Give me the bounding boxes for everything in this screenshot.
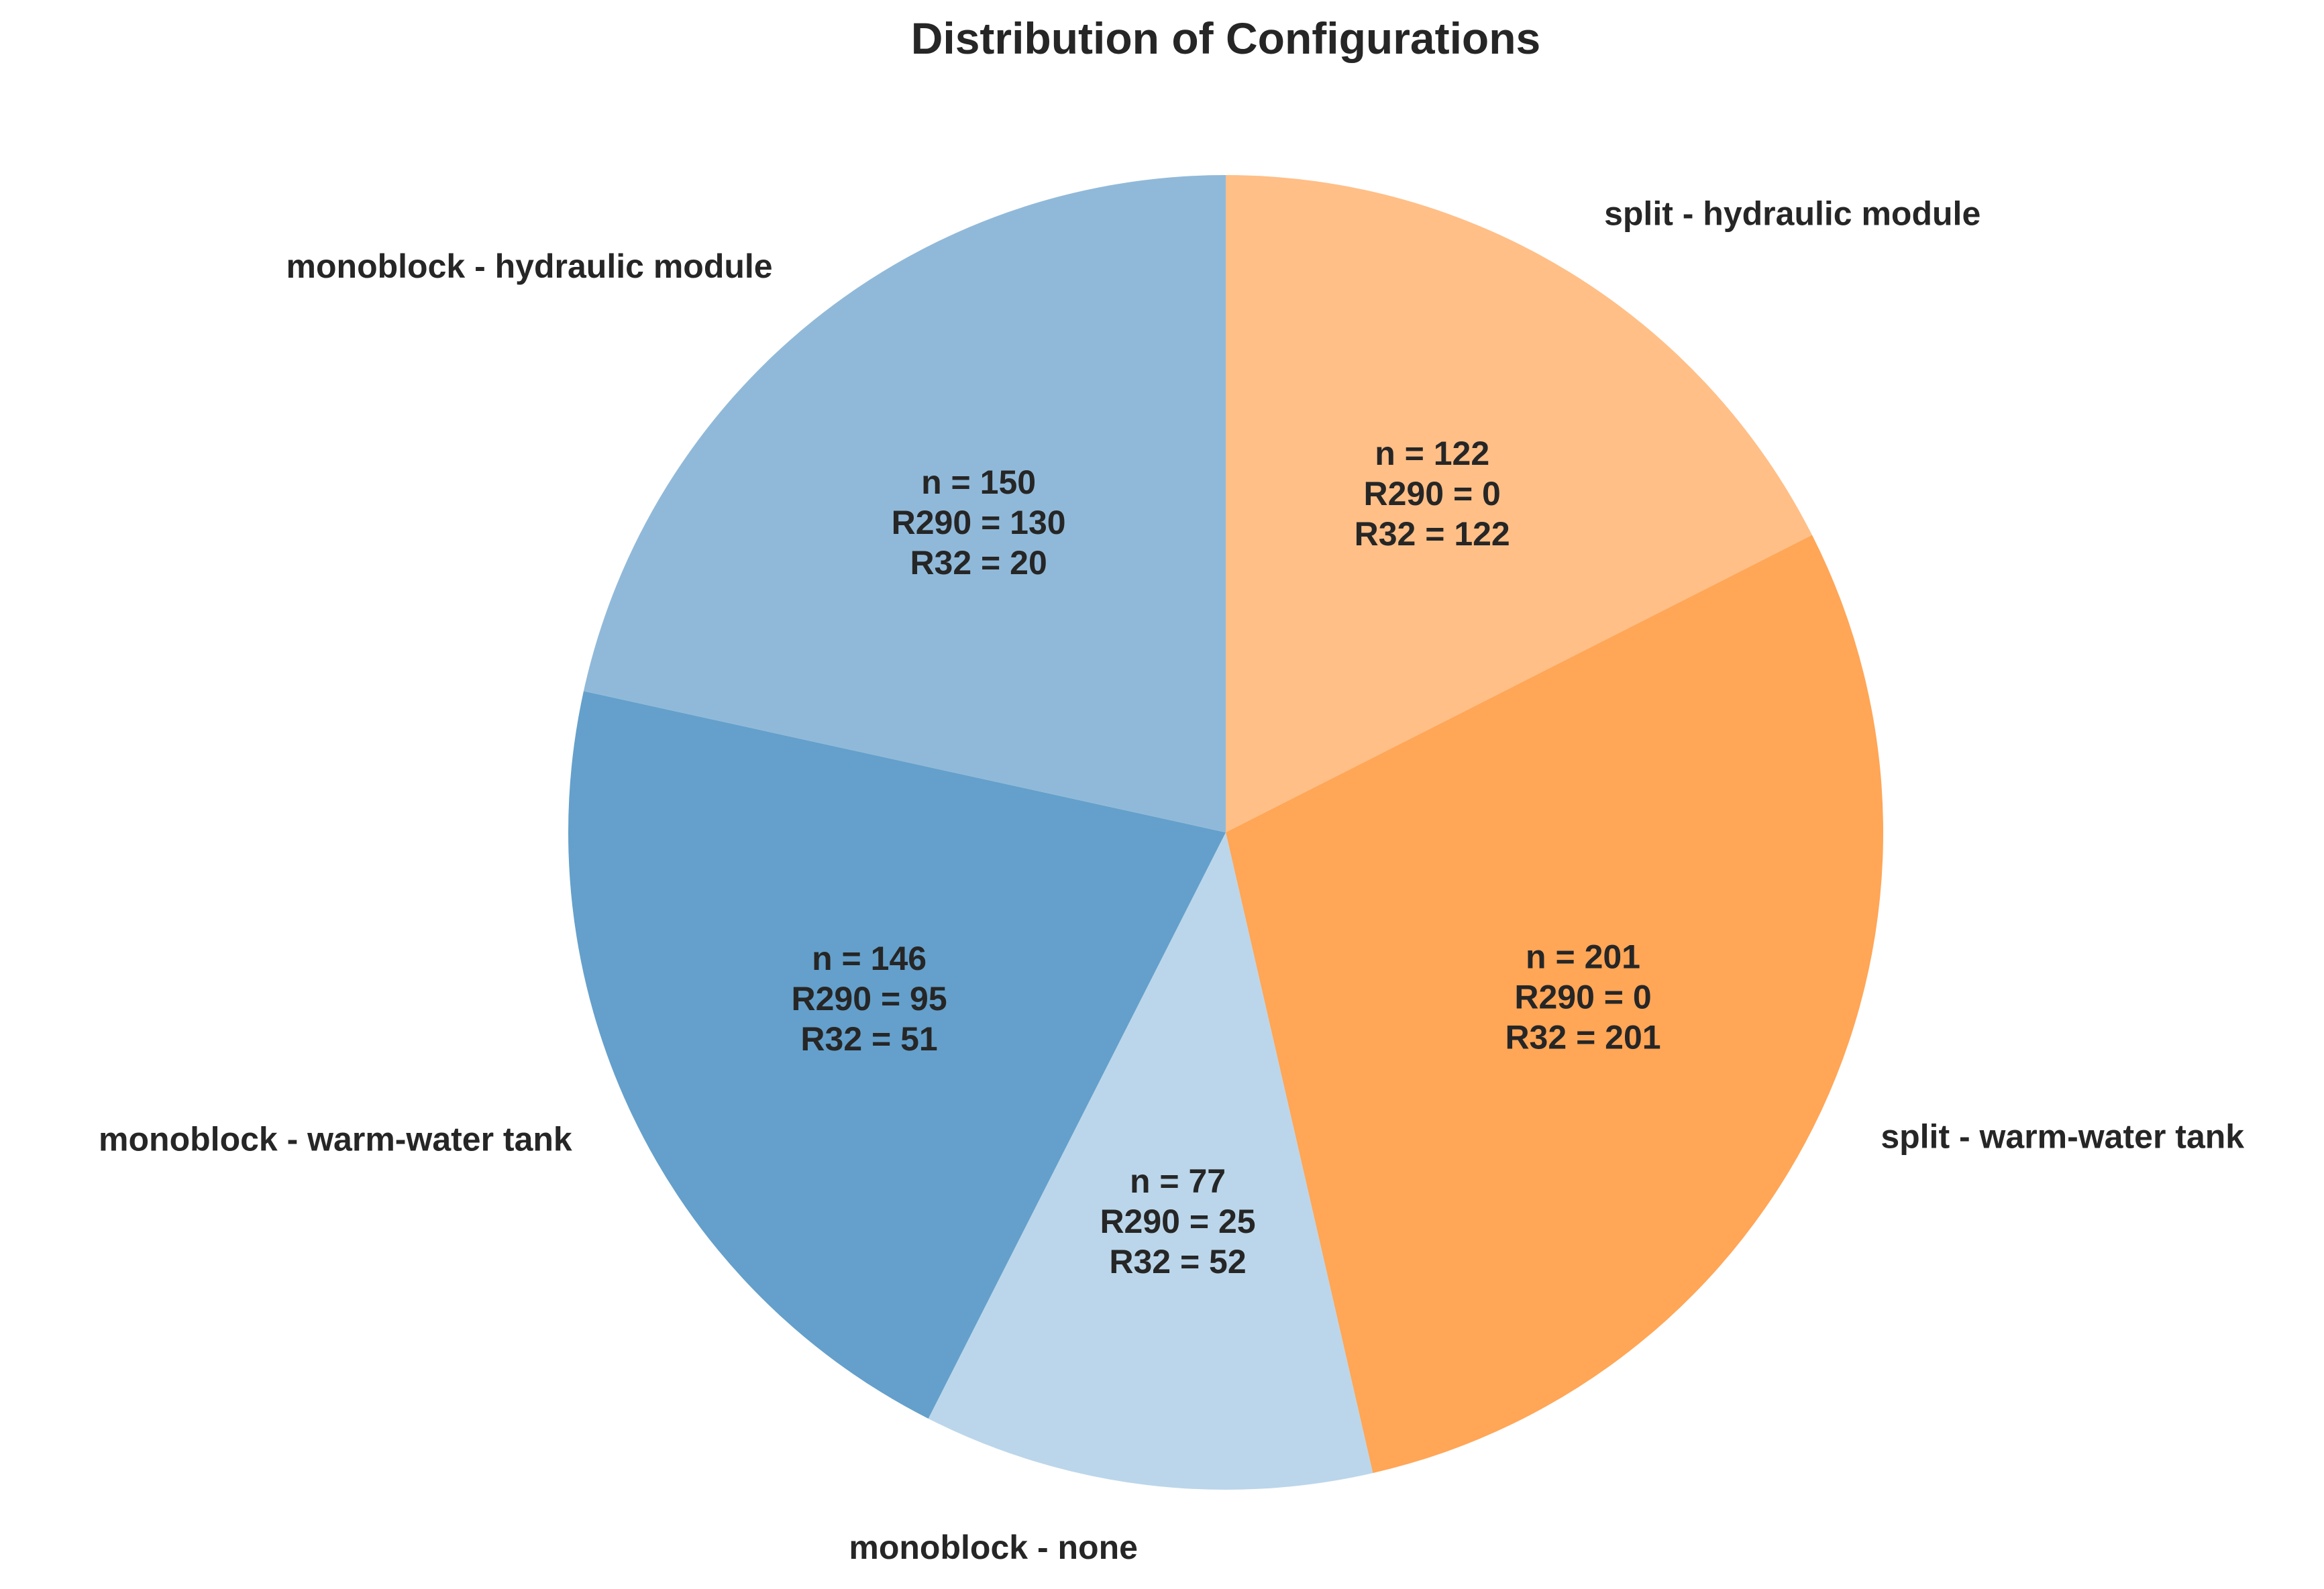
slice-stat-label: R290 = 25 <box>1100 1203 1255 1240</box>
slice-stat-label: R32 = 201 <box>1505 1019 1660 1056</box>
pie-slice <box>583 175 1226 832</box>
pie-slices <box>568 175 1883 1490</box>
slice-stat-label: R32 = 122 <box>1355 515 1510 553</box>
pie-labels: split - hydraulic module split - warm-wat… <box>99 195 2244 1567</box>
pie-slice <box>1226 175 1812 832</box>
slice-label: split - warm-water tank <box>1881 1117 2244 1155</box>
slice-stat-label: n = 150 <box>921 463 1036 501</box>
pie-slice <box>928 832 1373 1490</box>
slice-stat-label: R290 = 130 <box>892 504 1066 541</box>
slice-stat-label: R32 = 20 <box>910 544 1047 582</box>
pie-slice <box>1226 535 1883 1474</box>
slice-stat-label: n = 77 <box>1130 1162 1226 1200</box>
pie-slice <box>568 691 1226 1419</box>
chart-title: Distribution of Configurations <box>911 13 1541 63</box>
slice-stat-label: n = 122 <box>1375 435 1489 472</box>
slice-stat-label: R32 = 52 <box>1109 1243 1246 1280</box>
slice-label: split - hydraulic module <box>1604 195 1980 233</box>
slice-label: monoblock - none <box>849 1529 1138 1566</box>
slice-stat-label: R290 = 95 <box>792 980 947 1018</box>
slice-stat-label: R290 = 0 <box>1364 475 1501 512</box>
slice-label: monoblock - warm-water tank <box>99 1121 572 1158</box>
slice-stat-label: n = 201 <box>1526 938 1640 976</box>
slice-label: monoblock - hydraulic module <box>286 248 773 285</box>
slice-stat-label: R32 = 51 <box>800 1020 937 1058</box>
slice-stat-label: n = 146 <box>812 940 927 977</box>
slice-stat-label: R290 = 0 <box>1514 979 1651 1016</box>
